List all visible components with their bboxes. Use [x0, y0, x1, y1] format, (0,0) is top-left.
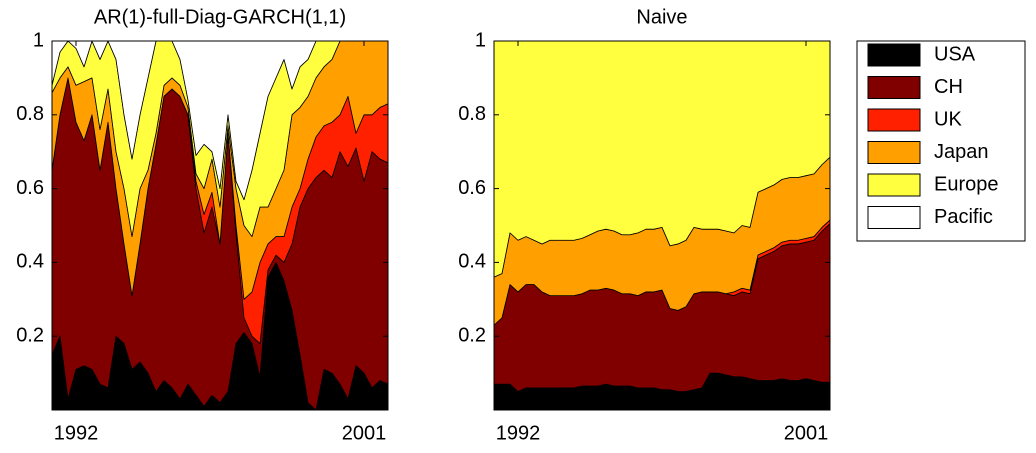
legend-label: Europe	[934, 173, 999, 195]
legend-label: USA	[934, 43, 976, 65]
y-tick-label: 0.4	[16, 251, 44, 273]
legend-label: Japan	[934, 141, 989, 163]
x-tick-label: 2001	[784, 422, 829, 444]
y-tick-label: 0.2	[16, 324, 44, 346]
legend-label: UK	[934, 108, 962, 130]
legend-swatch	[867, 76, 921, 99]
chart-title: AR(1)-full-Diag-GARCH(1,1)	[94, 6, 346, 28]
x-tick-label: 1992	[496, 422, 541, 444]
legend-label: CH	[934, 76, 963, 98]
legend-swatch	[867, 206, 921, 229]
legend-swatch	[867, 43, 921, 67]
y-tick-label: 0.6	[458, 177, 486, 199]
legend-label: Pacific	[934, 206, 993, 228]
plot-frame	[493, 40, 831, 411]
chart-title: Naive	[636, 6, 687, 28]
y-tick-label: 1	[33, 29, 44, 51]
plot-frame	[51, 40, 389, 411]
legend-swatch	[867, 173, 921, 197]
y-tick-label: 0.8	[458, 103, 486, 125]
x-tick-label: 2001	[342, 422, 387, 444]
y-tick-label: 0.6	[16, 177, 44, 199]
y-tick-label: 0.8	[16, 103, 44, 125]
y-tick-label: 0.2	[458, 324, 486, 346]
y-tick-label: 0.4	[458, 251, 486, 273]
legend-swatch	[867, 141, 921, 164]
x-tick-label: 1992	[54, 422, 99, 444]
legend-swatch	[867, 108, 921, 132]
y-tick-label: 1	[475, 29, 486, 51]
